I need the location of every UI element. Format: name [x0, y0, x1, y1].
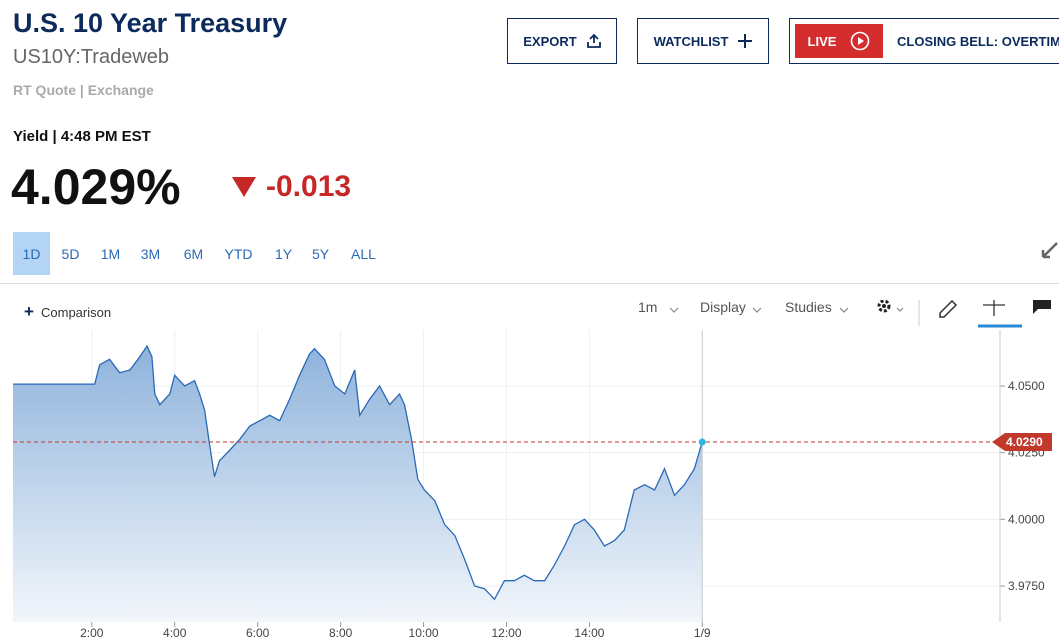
- x-tick-label: 4:00: [163, 626, 187, 640]
- range-button[interactable]: 5D: [61, 245, 80, 262]
- export-button[interactable]: EXPORT: [507, 18, 617, 64]
- show-label: CLOSING BELL: OVERTIME: [897, 33, 1059, 49]
- toolbar-icons: [669, 300, 1051, 328]
- x-tick-label: 1/9: [694, 626, 711, 640]
- area-fill: [13, 346, 703, 622]
- range-button[interactable]: 3M: [140, 245, 161, 262]
- price: 4.029%: [11, 159, 181, 215]
- range-button[interactable]: 1M: [100, 245, 121, 262]
- y-tick-label: 4.0500: [1008, 379, 1045, 393]
- range-button[interactable]: 1D: [13, 232, 50, 275]
- export-icon: [586, 34, 601, 48]
- y-tick-label: 4.0000: [1008, 512, 1045, 526]
- title: U.S. 10 Year Treasury: [13, 8, 288, 38]
- x-tick-label: 2:00: [80, 626, 104, 640]
- range-button[interactable]: 5Y: [311, 245, 330, 262]
- live-label: LIVE: [807, 33, 837, 49]
- x-tick-label: 6:00: [246, 626, 270, 640]
- price-line: [13, 344, 703, 601]
- live-button[interactable]: LIVE CLOSING BELL: OVERTIME: [789, 18, 1059, 64]
- display-button[interactable]: Display: [700, 299, 746, 315]
- x-tick-label: 14:00: [574, 626, 604, 640]
- x-tick-label: 12:00: [491, 626, 521, 640]
- expand-icon[interactable]: [1040, 240, 1059, 260]
- plus-icon: [738, 34, 753, 48]
- studies-button[interactable]: Studies: [785, 299, 832, 315]
- y-tick-label: 3.9750: [1008, 579, 1045, 593]
- range-button[interactable]: 1Y: [274, 245, 293, 262]
- range-button[interactable]: ALL: [351, 245, 376, 262]
- yield-time: Yield | 4:48 PM EST: [13, 128, 151, 145]
- watchlist-button[interactable]: WATCHLIST: [637, 18, 769, 64]
- live-badge: LIVE: [795, 24, 883, 58]
- play-icon: [851, 31, 870, 51]
- last-point: [698, 438, 706, 446]
- x-tick-label: 10:00: [409, 626, 439, 640]
- change: -0.013: [266, 170, 352, 203]
- divider: [0, 283, 1059, 284]
- range-button[interactable]: YTD: [224, 245, 253, 262]
- source: RT Quote | Exchange: [13, 82, 154, 98]
- reference-label: 4.0290: [1006, 435, 1043, 449]
- down-arrow: [232, 177, 256, 197]
- symbol: US10Y:Tradeweb: [13, 46, 170, 68]
- comparison-button[interactable]: Comparison: [41, 305, 112, 320]
- comparison-plus: +: [24, 302, 34, 321]
- interval-button[interactable]: 1m: [638, 299, 658, 315]
- x-tick-label: 8:00: [329, 626, 353, 640]
- range-button[interactable]: 6M: [183, 245, 204, 262]
- watchlist-label: WATCHLIST: [653, 33, 729, 49]
- reference-badge: [992, 433, 1052, 451]
- export-label: EXPORT: [523, 33, 577, 49]
